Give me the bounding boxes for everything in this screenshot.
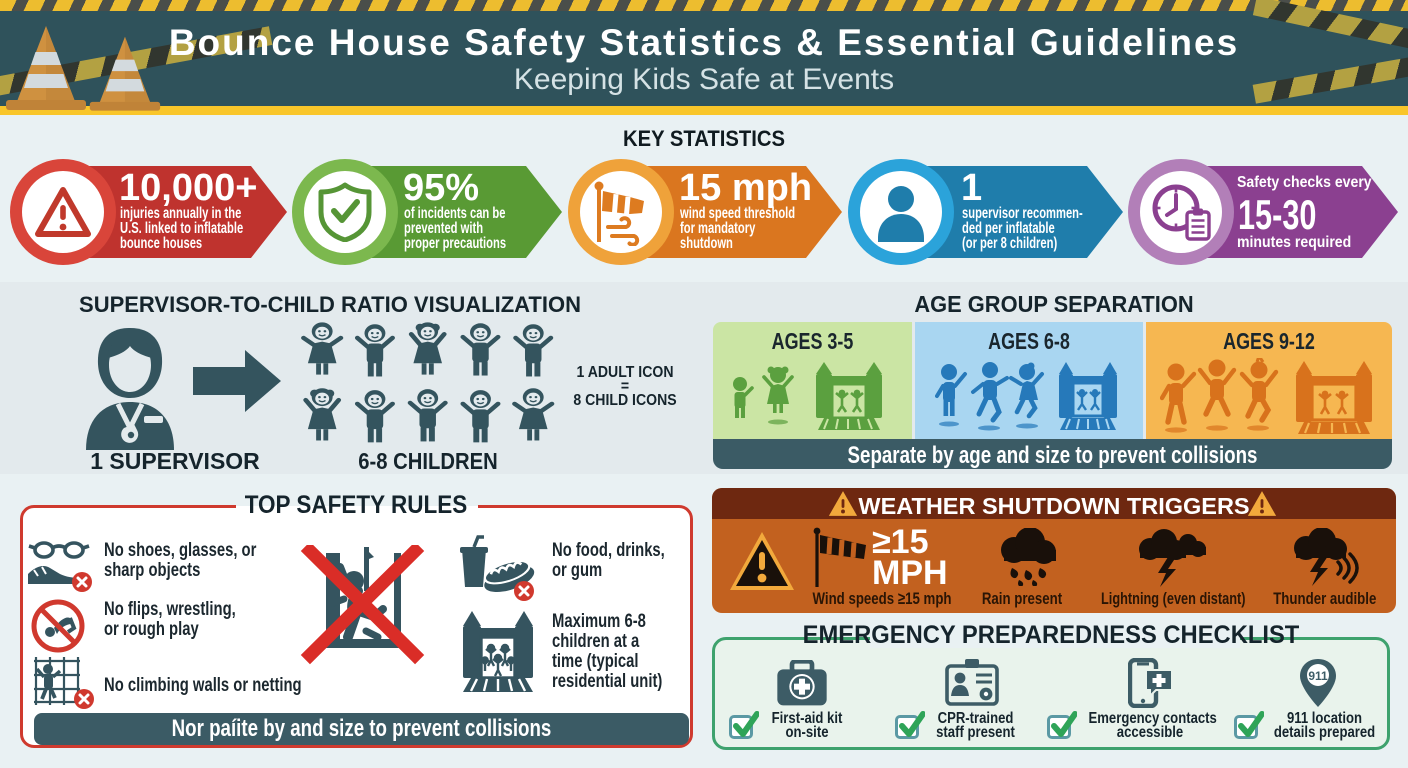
svg-text:911: 911 (1308, 669, 1328, 683)
